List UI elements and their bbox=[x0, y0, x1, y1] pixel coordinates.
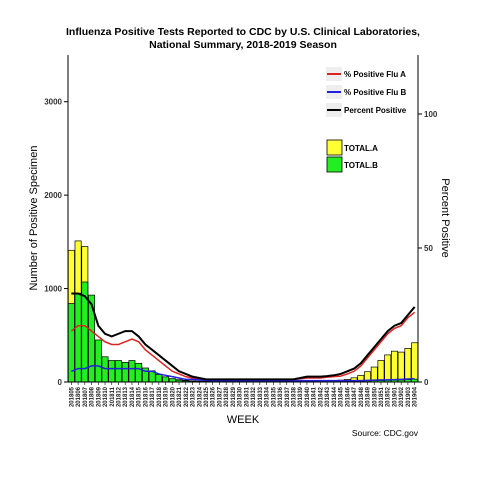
x-tick-label-201821: 201821 bbox=[177, 386, 183, 407]
y2-axis-title: Percent Positive bbox=[439, 178, 451, 257]
bar-total-b-201818 bbox=[155, 374, 163, 383]
x-tick-label-201814: 201814 bbox=[130, 386, 136, 407]
x-tick-label-201838: 201838 bbox=[291, 386, 297, 407]
x-tick-label-201820: 201820 bbox=[170, 386, 176, 407]
x-tick-label-201823: 201823 bbox=[191, 386, 197, 407]
legend-label--positive-flu-a: % Positive Flu A bbox=[344, 70, 406, 79]
bar-total-b-201813 bbox=[121, 362, 129, 383]
bar-total-b-201814 bbox=[128, 360, 136, 383]
y-tick-label-0: 0 bbox=[58, 378, 63, 387]
bar-total-b-201812 bbox=[115, 360, 122, 383]
x-axis-title: WEEK bbox=[227, 414, 260, 426]
legend: % Positive Flu A % Positive Flu B Percent … bbox=[326, 67, 407, 173]
x-tick-label-201818: 201818 bbox=[157, 386, 163, 407]
x-tick-label-201902: 201902 bbox=[399, 386, 405, 407]
x-tick-label-201903: 201903 bbox=[406, 386, 412, 407]
x-ticks: 201805 201806 201807 201808 201809 201810 2018… bbox=[69, 382, 419, 407]
x-tick-label-201845: 201845 bbox=[339, 386, 345, 407]
y-tick-label-3000: 3000 bbox=[44, 98, 62, 107]
x-tick-label-201817: 201817 bbox=[150, 386, 156, 407]
right-y-ticks: 0 50 100 bbox=[418, 110, 438, 387]
bar-total-a-201851 bbox=[377, 360, 385, 383]
line-percent-positive bbox=[71, 292, 416, 381]
x-tick-label-201811: 201811 bbox=[110, 386, 116, 406]
y-tick-label-1000: 1000 bbox=[44, 285, 62, 294]
x-tick-label-201837: 201837 bbox=[285, 386, 291, 407]
left-y-ticks: 0 1000 2000 3000 bbox=[44, 98, 68, 387]
y-tick-label-2000: 2000 bbox=[44, 191, 62, 200]
x-tick-label-201819: 201819 bbox=[164, 386, 170, 407]
x-tick-label-201834: 201834 bbox=[265, 386, 271, 407]
chart-subtitle: National Summary, 2018-2019 Season bbox=[149, 39, 337, 51]
bar-total-b-201811 bbox=[108, 360, 116, 383]
y-axis-title: Number of Positive Specimen bbox=[28, 146, 40, 291]
x-tick-label-201810: 201810 bbox=[103, 386, 109, 407]
bar-total-b-201815 bbox=[135, 362, 143, 383]
legend-label--positive-flu-b: % Positive Flu B bbox=[344, 88, 406, 97]
x-tick-label-201806: 201806 bbox=[76, 386, 82, 407]
bar-total-a-201903 bbox=[404, 348, 412, 383]
x-tick-label-201849: 201849 bbox=[366, 386, 372, 407]
legend-label-total-b: TOTAL.B bbox=[344, 161, 378, 170]
x-tick-label-201805: 201805 bbox=[69, 386, 75, 407]
x-tick-label-201813: 201813 bbox=[123, 386, 129, 407]
x-tick-label-201848: 201848 bbox=[359, 386, 365, 407]
x-tick-label-201826: 201826 bbox=[211, 386, 217, 407]
x-tick-label-201836: 201836 bbox=[278, 386, 284, 407]
lines-group bbox=[70, 292, 416, 382]
x-tick-label-201822: 201822 bbox=[184, 386, 190, 407]
y2-tick-label-0: 0 bbox=[424, 378, 429, 387]
x-tick-label-201841: 201841 bbox=[312, 386, 318, 407]
x-tick-label-201840: 201840 bbox=[305, 386, 311, 407]
x-tick-label-201812: 201812 bbox=[116, 386, 122, 407]
x-tick-label-201825: 201825 bbox=[204, 386, 210, 407]
x-tick-label-201809: 201809 bbox=[96, 386, 102, 407]
x-tick-label-201833: 201833 bbox=[258, 386, 264, 407]
x-tick-label-201816: 201816 bbox=[143, 386, 149, 407]
line--positive-flu-b bbox=[71, 365, 415, 382]
x-tick-label-201851: 201851 bbox=[379, 386, 385, 407]
legend-key-total-a bbox=[326, 139, 343, 156]
x-tick-label-201852: 201852 bbox=[386, 386, 392, 407]
x-tick-label-201839: 201839 bbox=[298, 386, 304, 407]
chart-title: Influenza Positive Tests Reported to CDC… bbox=[66, 26, 420, 38]
x-tick-label-201824: 201824 bbox=[197, 386, 203, 407]
bar-total-b-201810 bbox=[101, 356, 109, 383]
x-tick-label-201831: 201831 bbox=[244, 386, 250, 407]
x-tick-label-201850: 201850 bbox=[372, 386, 378, 407]
x-tick-label-201815: 201815 bbox=[137, 386, 143, 407]
x-tick-label-201842: 201842 bbox=[318, 386, 324, 407]
x-tick-label-201828: 201828 bbox=[224, 386, 230, 407]
x-tick-label-201835: 201835 bbox=[271, 386, 277, 407]
x-tick-label-201847: 201847 bbox=[352, 386, 358, 407]
x-tick-label-201832: 201832 bbox=[251, 386, 257, 407]
legend-key-total-b bbox=[326, 156, 343, 173]
x-tick-label-201807: 201807 bbox=[83, 386, 89, 407]
bar-total-a-201904 bbox=[411, 342, 419, 383]
x-tick-label-201808: 201808 bbox=[90, 386, 96, 407]
bar-total-b-201819 bbox=[162, 376, 170, 383]
source-note: Source: CDC.gov bbox=[352, 428, 419, 438]
x-tick-label-201901: 201901 bbox=[392, 386, 398, 407]
x-tick-label-201829: 201829 bbox=[231, 386, 237, 407]
y2-tick-label-50: 50 bbox=[424, 244, 433, 253]
bar-total-a-201852 bbox=[384, 354, 392, 383]
bar-total-b-201809 bbox=[94, 339, 102, 383]
x-tick-label-201844: 201844 bbox=[332, 386, 338, 407]
y2-tick-label-100: 100 bbox=[424, 110, 438, 119]
x-tick-label-201843: 201843 bbox=[325, 386, 331, 407]
x-tick-label-201846: 201846 bbox=[345, 386, 351, 407]
legend-label-percent-positive: Percent Positive bbox=[344, 106, 407, 115]
x-tick-label-201827: 201827 bbox=[217, 386, 223, 407]
bar-total-a-201901 bbox=[391, 350, 398, 383]
x-tick-label-201904: 201904 bbox=[413, 386, 419, 407]
bar-total-a-201902 bbox=[397, 351, 405, 383]
x-tick-label-201830: 201830 bbox=[238, 386, 244, 407]
legend-label-total-a: TOTAL.A bbox=[344, 144, 378, 153]
